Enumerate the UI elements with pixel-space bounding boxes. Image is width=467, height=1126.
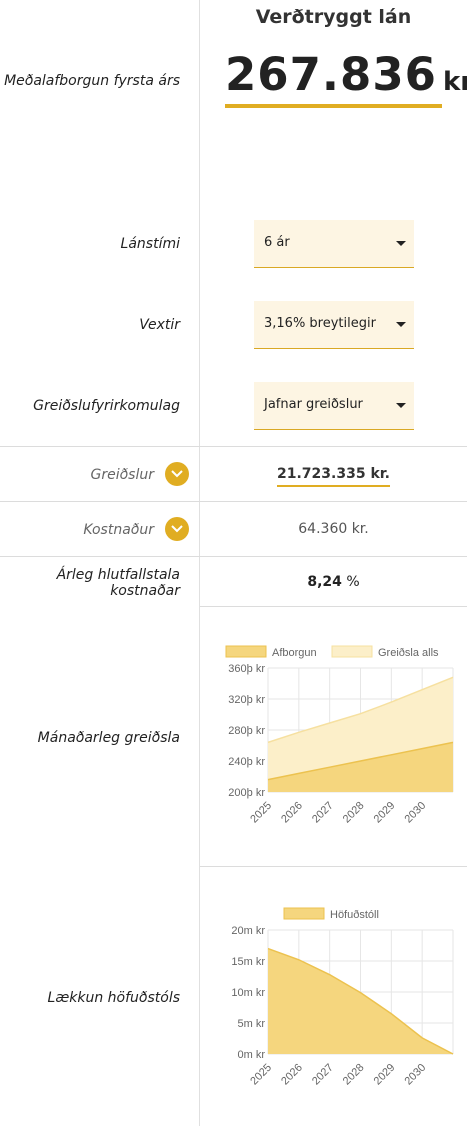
legend-label: Höfuðstóll <box>330 909 379 921</box>
legend-swatch <box>331 645 373 658</box>
payment-type-select-value: Jafnar greiðslur <box>264 397 363 412</box>
x-tick-label: 2029 <box>372 800 398 826</box>
divider <box>200 866 467 867</box>
monthly-chart-label: Mánaðarleg greiðsla <box>37 730 180 746</box>
series-area <box>268 948 453 1054</box>
y-tick-label: 320þ kr <box>228 694 265 706</box>
series-area <box>268 742 453 792</box>
x-tick-label: 2025 <box>248 800 274 826</box>
cost-toggle[interactable] <box>165 517 189 541</box>
apr-value: 8,24 <box>307 574 342 590</box>
y-tick-label: 200þ kr <box>228 787 265 799</box>
x-tick-label: 2029 <box>372 1062 398 1088</box>
series-line <box>267 947 454 1055</box>
apr-value-wrap: 8,24 % <box>200 574 467 590</box>
summary-underline <box>225 104 442 108</box>
series-line <box>267 741 454 781</box>
x-tick-label: 2026 <box>279 1062 305 1088</box>
summary-amount-unit: kr. <box>442 67 467 97</box>
summary-amount-value: 267.836 <box>225 48 437 101</box>
summary-label: Meðalafborgun fyrsta árs <box>4 73 180 89</box>
term-label: Lánstími <box>120 236 180 252</box>
principal-chart-label: Lækkun höfuðstóls <box>47 990 180 1006</box>
x-tick-label: 2028 <box>341 1062 367 1088</box>
caret-down-icon <box>396 403 406 408</box>
y-tick-label: 20m kr <box>231 925 265 937</box>
legend-swatch <box>225 645 267 658</box>
apr-label: Árleg hlutfallstala kostnaðar <box>57 567 180 599</box>
caret-down-icon <box>396 241 406 246</box>
y-tick-label: 360þ kr <box>228 663 265 675</box>
legend-label: Afborgun <box>272 647 317 659</box>
rate-select[interactable]: 3,16% breytilegir <box>254 301 414 349</box>
chevron-down-icon <box>171 525 183 533</box>
x-tick-label: 2030 <box>402 800 428 826</box>
term-select[interactable]: 6 ár <box>254 220 414 268</box>
apr-label-line2: kostnaðar <box>110 583 180 599</box>
x-tick-label: 2030 <box>402 1062 428 1088</box>
payments-value-wrap: 21.723.335 kr. <box>200 466 467 487</box>
chevron-down-icon <box>171 470 183 478</box>
payments-value-link[interactable]: 21.723.335 kr. <box>277 466 390 487</box>
cost-label: Kostnaður <box>83 522 154 538</box>
term-select-value: 6 ár <box>264 235 290 250</box>
rate-select-value: 3,16% breytilegir <box>264 316 376 331</box>
column-divider <box>199 0 200 1126</box>
series-line <box>267 676 454 744</box>
payment-type-label: Greiðslufyrirkomulag <box>33 398 180 414</box>
legend-swatch <box>283 907 325 920</box>
legend-label: Greiðsla alls <box>378 647 439 659</box>
divider <box>200 606 467 607</box>
payments-toggle[interactable] <box>165 462 189 486</box>
page-title: Verðtryggt lán <box>255 6 412 28</box>
divider <box>0 446 467 447</box>
y-tick-label: 280þ kr <box>228 725 265 737</box>
payments-label: Greiðslur <box>90 467 155 483</box>
y-tick-label: 10m kr <box>231 987 265 999</box>
rate-label: Vextir <box>139 317 180 333</box>
caret-down-icon <box>396 322 406 327</box>
x-tick-label: 2027 <box>310 1062 336 1088</box>
y-tick-label: 240þ kr <box>228 756 265 768</box>
cost-value: 64.360 kr. <box>298 521 369 537</box>
x-tick-label: 2026 <box>279 800 305 826</box>
x-tick-label: 2027 <box>310 800 336 826</box>
x-tick-label: 2028 <box>341 800 367 826</box>
y-tick-label: 0m kr <box>238 1049 266 1061</box>
divider <box>0 556 467 557</box>
divider <box>0 501 467 502</box>
apr-label-line1: Árleg hlutfallstala <box>56 567 180 583</box>
y-tick-label: 15m kr <box>231 956 265 968</box>
y-tick-label: 5m kr <box>238 1018 266 1030</box>
payment-type-select[interactable]: Jafnar greiðslur <box>254 382 414 430</box>
x-tick-label: 2025 <box>248 1062 274 1088</box>
apr-unit: % <box>346 574 360 590</box>
